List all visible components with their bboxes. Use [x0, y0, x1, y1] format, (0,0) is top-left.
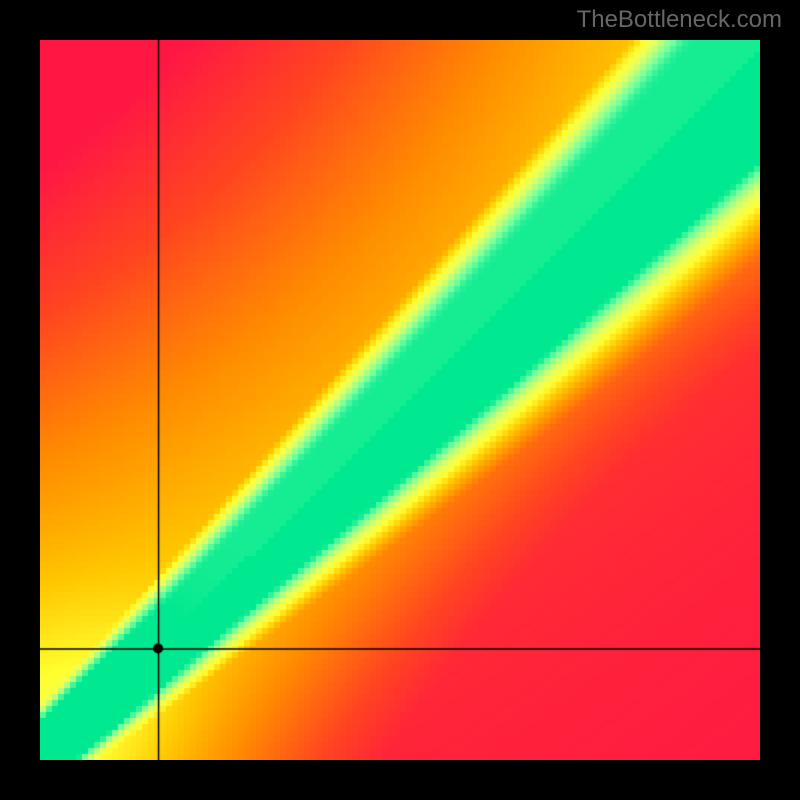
heatmap-plot — [40, 40, 760, 760]
bottleneck-chart-image: TheBottleneck.com — [0, 0, 800, 800]
heatmap-canvas — [40, 40, 760, 760]
watermark-text: TheBottleneck.com — [577, 6, 782, 34]
